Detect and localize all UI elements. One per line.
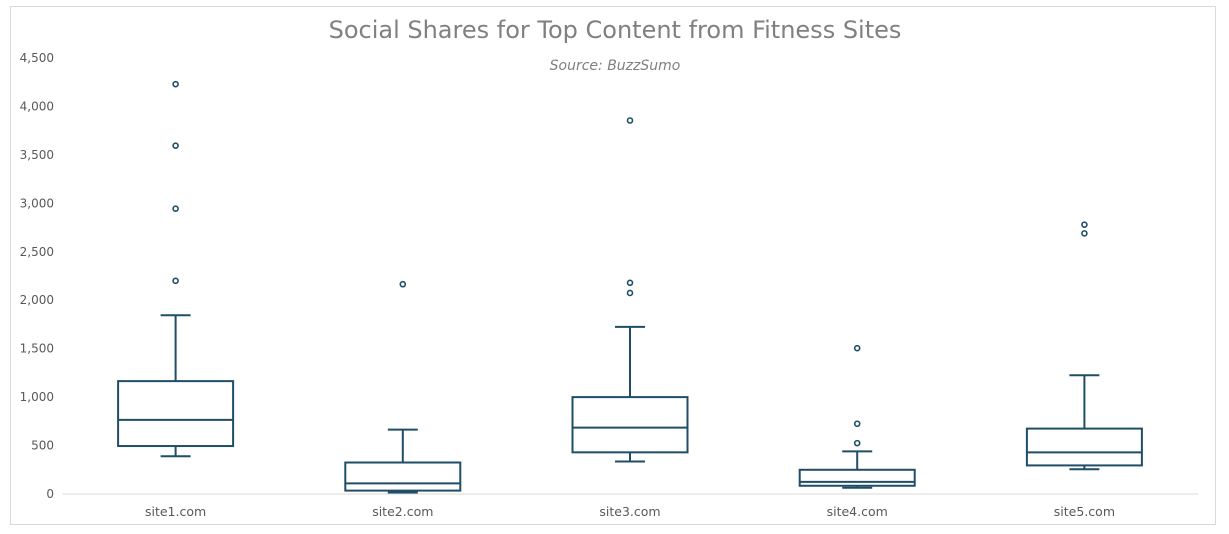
box-site4-com [798,344,916,489]
box-site3-com [571,117,689,463]
outlier-point [626,289,634,297]
outlier-point [853,439,861,447]
y-tick-label: 500 [31,439,54,453]
axes: 0 500 1,000 1,500 2,000 2,500 3,000 3,500 4,000 4… [20,51,1198,519]
y-tick-label: 3,500 [20,148,54,162]
box-site5-com [1025,221,1143,471]
outlier-point [1081,230,1088,237]
box-iqr [798,468,916,487]
y-tick-label: 3,000 [20,196,54,210]
y-tick-label: 0 [46,487,54,501]
x-tick-label: site1.com [145,504,206,519]
box-iqr [344,461,462,492]
y-tick-label: 1,000 [20,390,54,404]
outlier-point [172,80,179,88]
box-iqr [117,380,235,448]
outlier-point [626,117,634,124]
box-iqr [1025,427,1143,467]
outlier-point [399,280,407,288]
outlier-point [172,142,179,149]
x-tick-label: site5.com [1054,504,1115,519]
y-tick-label: 4,000 [20,99,54,113]
x-tick-label: site2.com [372,504,433,519]
outlier-point [853,420,861,428]
y-tick-label: 2,000 [20,293,54,307]
outlier-point [1081,221,1088,228]
y-tick-label: 1,500 [20,342,54,356]
outlier-point [172,205,179,212]
outlier-point [626,279,634,287]
chart-subtitle: Source: BuzzSumo [550,58,681,74]
y-tick-label: 2,500 [20,245,54,259]
box-site2-com [344,280,462,494]
x-tick-label: site3.com [599,504,660,519]
box-iqr [571,396,689,454]
chart-title: Social Shares for Top Content from Fitne… [329,16,902,44]
box-site1-com [117,80,235,458]
x-tick-label: site4.com [827,504,888,519]
outlier-point [853,344,861,352]
y-tick-label: 4,500 [20,51,54,65]
plot-area [117,80,1143,494]
outlier-point [172,277,179,285]
